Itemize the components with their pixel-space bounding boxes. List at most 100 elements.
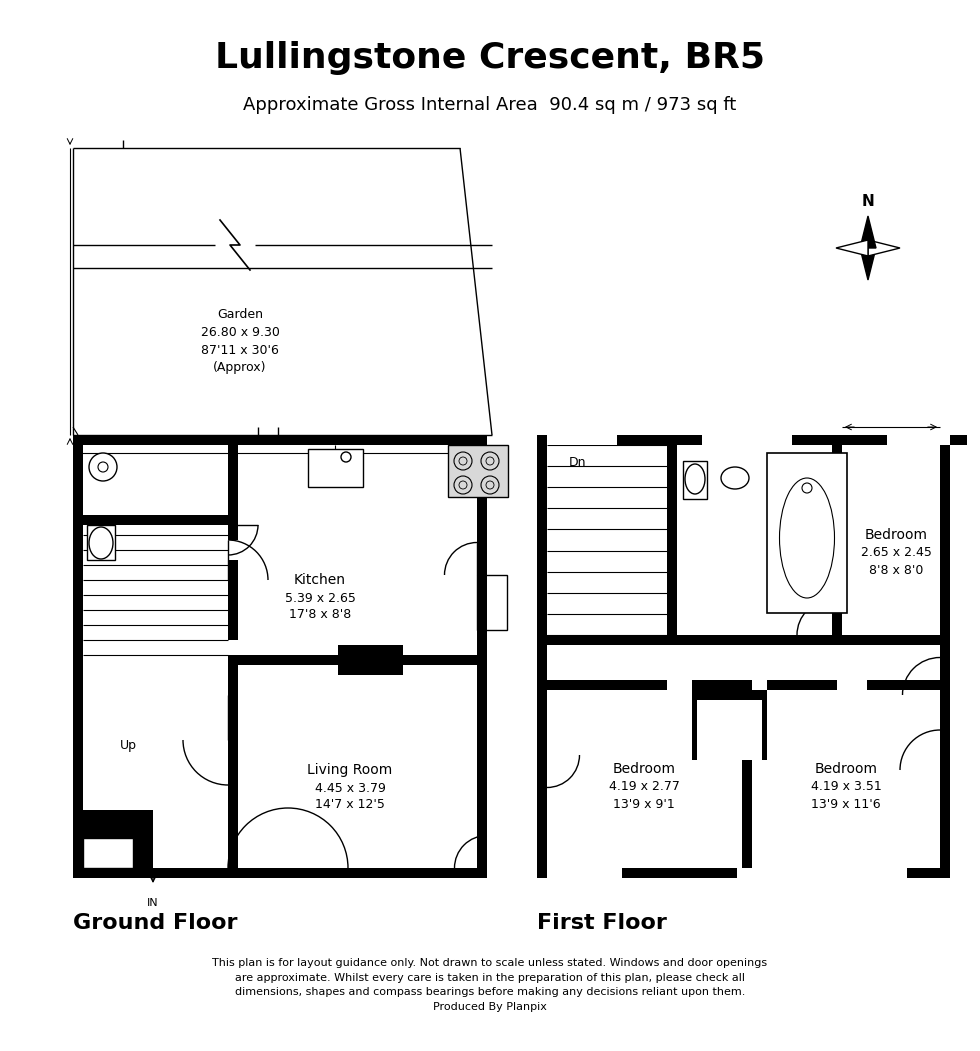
Bar (333, 868, 343, 878)
Text: IN: IN (147, 898, 159, 908)
Bar (742, 691, 752, 868)
Bar (288, 868, 298, 878)
Bar (243, 868, 253, 878)
Text: Bedroom: Bedroom (612, 762, 675, 776)
Circle shape (89, 453, 117, 481)
Bar (767, 680, 837, 691)
Bar (228, 445, 238, 540)
Bar (842, 635, 940, 645)
Bar (547, 680, 667, 691)
Bar (807, 868, 907, 878)
Circle shape (486, 481, 494, 489)
Bar (293, 435, 363, 445)
Bar (547, 868, 622, 878)
Bar (537, 435, 547, 878)
Bar (83, 515, 228, 526)
Text: 13'9 x 9'1: 13'9 x 9'1 (613, 798, 675, 810)
Bar (73, 868, 487, 878)
Bar (228, 655, 343, 665)
Bar (683, 461, 707, 499)
Bar (228, 868, 238, 878)
Circle shape (486, 457, 494, 465)
Text: Kitchen: Kitchen (294, 573, 346, 588)
Bar (692, 680, 742, 691)
Bar (792, 435, 887, 445)
Bar (443, 435, 487, 445)
Bar (697, 700, 762, 760)
Text: 17'8 x 8'8: 17'8 x 8'8 (289, 609, 351, 621)
Text: 14'7 x 12'5: 14'7 x 12'5 (315, 799, 385, 811)
Bar (767, 453, 847, 613)
Bar (547, 868, 602, 878)
Text: 4.19 x 2.77: 4.19 x 2.77 (609, 781, 679, 794)
Ellipse shape (685, 463, 705, 494)
Bar (537, 435, 950, 445)
Bar (73, 435, 487, 445)
Text: Garden: Garden (217, 309, 263, 322)
Bar (348, 868, 487, 878)
Text: (Approx): (Approx) (214, 360, 267, 373)
Bar (477, 575, 507, 630)
Bar (547, 680, 657, 691)
Bar (303, 868, 313, 878)
Bar (547, 635, 677, 645)
Circle shape (98, 462, 108, 472)
Bar (83, 838, 133, 868)
Text: 26.80 x 9.30: 26.80 x 9.30 (201, 327, 279, 339)
Bar (832, 445, 842, 645)
Text: Lullingstone Crescent, BR5: Lullingstone Crescent, BR5 (215, 41, 765, 75)
Bar (692, 691, 767, 760)
Bar (940, 435, 950, 878)
Text: 8'8 x 8'0: 8'8 x 8'0 (869, 563, 923, 577)
Polygon shape (868, 240, 900, 256)
Circle shape (481, 452, 499, 470)
Circle shape (459, 481, 467, 489)
Circle shape (802, 483, 812, 493)
Bar (702, 435, 792, 445)
Bar (73, 435, 83, 878)
Polygon shape (860, 217, 876, 248)
Bar (403, 655, 477, 665)
Bar (228, 560, 238, 640)
Text: Dn: Dn (568, 456, 586, 470)
Bar (887, 435, 967, 445)
Bar (73, 435, 173, 445)
Bar (617, 435, 702, 445)
Text: Ground Floor: Ground Floor (73, 913, 237, 933)
Bar (537, 868, 950, 878)
Text: 4.19 x 3.51: 4.19 x 3.51 (810, 781, 881, 794)
Bar (273, 868, 283, 878)
Text: 5.39 x 2.65: 5.39 x 2.65 (284, 592, 356, 604)
Circle shape (481, 476, 499, 494)
Text: 13'9 x 11'6: 13'9 x 11'6 (811, 798, 881, 810)
Polygon shape (860, 248, 876, 280)
Bar (867, 680, 940, 691)
Ellipse shape (89, 527, 113, 559)
Bar (73, 868, 228, 878)
Bar (228, 665, 238, 868)
Bar (477, 490, 487, 878)
Bar (547, 435, 627, 445)
Bar (667, 445, 677, 640)
Bar (737, 868, 837, 878)
Bar (83, 810, 153, 868)
Polygon shape (836, 240, 868, 256)
Text: Up: Up (120, 739, 136, 751)
Text: 87'11 x 30'6: 87'11 x 30'6 (201, 344, 279, 356)
Text: N: N (861, 194, 874, 209)
Text: Bedroom: Bedroom (814, 762, 877, 776)
Text: Bedroom: Bedroom (864, 528, 927, 542)
Text: 4.45 x 3.79: 4.45 x 3.79 (315, 782, 385, 795)
Bar (950, 435, 967, 445)
Bar (87, 526, 115, 560)
Bar (258, 868, 268, 878)
Text: Approximate Gross Internal Area  90.4 sq m / 973 sq ft: Approximate Gross Internal Area 90.4 sq … (243, 96, 737, 114)
Ellipse shape (779, 478, 835, 598)
Ellipse shape (721, 467, 749, 489)
Bar (677, 635, 832, 645)
Bar (448, 445, 508, 497)
Circle shape (454, 476, 472, 494)
Bar (537, 435, 547, 445)
Bar (213, 435, 293, 445)
Text: First Floor: First Floor (537, 913, 666, 933)
